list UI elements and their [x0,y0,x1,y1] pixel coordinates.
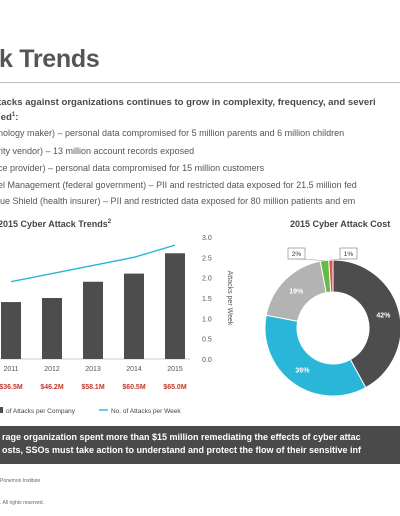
intro-colon: : [15,112,19,124]
intro-line-2-text: led [0,112,12,124]
breach-item-1: nology maker) – personal data compromise… [0,128,345,138]
cost-data-label: $46.2M [40,384,64,391]
breach-item-4: el Management (federal government) – PII… [0,180,357,190]
cost-data-label: $58.1M [81,384,105,391]
intro-line-2: led1: [0,109,400,124]
intro-footnote: 1 [11,112,16,118]
title-divider [0,82,400,83]
donut-slice-label: 42% [376,313,391,320]
cost-donut-chart: 42% 36% 19% 2% 1% [264,247,400,397]
y-tick-label: 1.0 [202,316,212,323]
donut-slice-label: 36% [295,368,310,375]
trend-chart-title-text: 2015 Cyber Attack Trends [0,219,108,229]
bar-attacks-per-company [42,298,62,359]
cost-chart-title: 2015 Cyber Attack Cost [290,219,391,229]
x-tick-label: 2013 [85,366,101,373]
cost-data-label: $36.5M [0,384,23,391]
legend-label-bar: of Attacks per Company [6,408,76,415]
y-tick-label: 0.0 [202,357,212,364]
trend-chart-title: 2015 Cyber Attack Trends2 [0,219,111,229]
footer-source: Ponemon Institute [0,478,41,484]
trend-chart: 3.0 2.5 2.0 1.5 1.0 0.5 0.0 Attacks per Week 201… [0,235,233,415]
x-tick-label: 2015 [167,366,183,373]
intro-text: tacks against organizations continues to… [0,96,400,124]
summary-line-1: rage organization spent more than $15 mi… [2,432,361,442]
bar-attacks-per-company [83,281,103,359]
donut-slice [328,259,334,293]
donut-slice-label: 19% [289,289,304,296]
x-tick-label: 2014 [126,366,142,373]
y-tick-label: 1.5 [202,296,212,303]
breach-item-5: lue Shield (health insurer) – PII and re… [0,196,356,206]
legend-label-line: No. of Attacks per Week [111,408,181,415]
y-tick-label: 0.5 [202,337,212,344]
trend-chart-footnote: 2 [107,219,112,225]
breach-item-2: rity vendor) – 13 million account record… [0,146,195,156]
bar-attacks-per-company [124,273,144,359]
footer-rights: . All rights reserved. [0,500,44,506]
legend-swatch-bar [0,407,3,413]
x-tick-label: 2012 [44,366,60,373]
bar-attacks-per-company [165,253,185,359]
x-tick-label: 2011 [3,366,18,373]
y-tick-label: 2.5 [202,255,212,262]
donut-slice [332,259,400,389]
bar-attacks-per-company [1,302,21,359]
cost-data-label: $60.5M [122,384,146,391]
callout-leader [296,258,325,261]
cost-data-label: $65.0M [163,384,187,391]
breach-item-3: ce provider) – personal data compromised… [0,163,265,173]
y-tick-label: 2.0 [202,276,212,283]
line-attacks-per-week [10,244,176,283]
summary-banner: rage organization spent more than $15 mi… [0,426,400,464]
callout-label: 2% [292,251,302,258]
summary-line-2: osts, SSOs must take action to understan… [2,445,362,455]
callout-leader [330,258,349,261]
slide-title: k Trends [0,45,100,73]
y-tick-label: 3.0 [202,235,212,242]
intro-line-1: tacks against organizations continues to… [0,97,376,108]
y-axis-label: Attacks per Week [226,271,233,326]
donut-slice [264,314,367,397]
callout-label: 1% [344,251,354,258]
